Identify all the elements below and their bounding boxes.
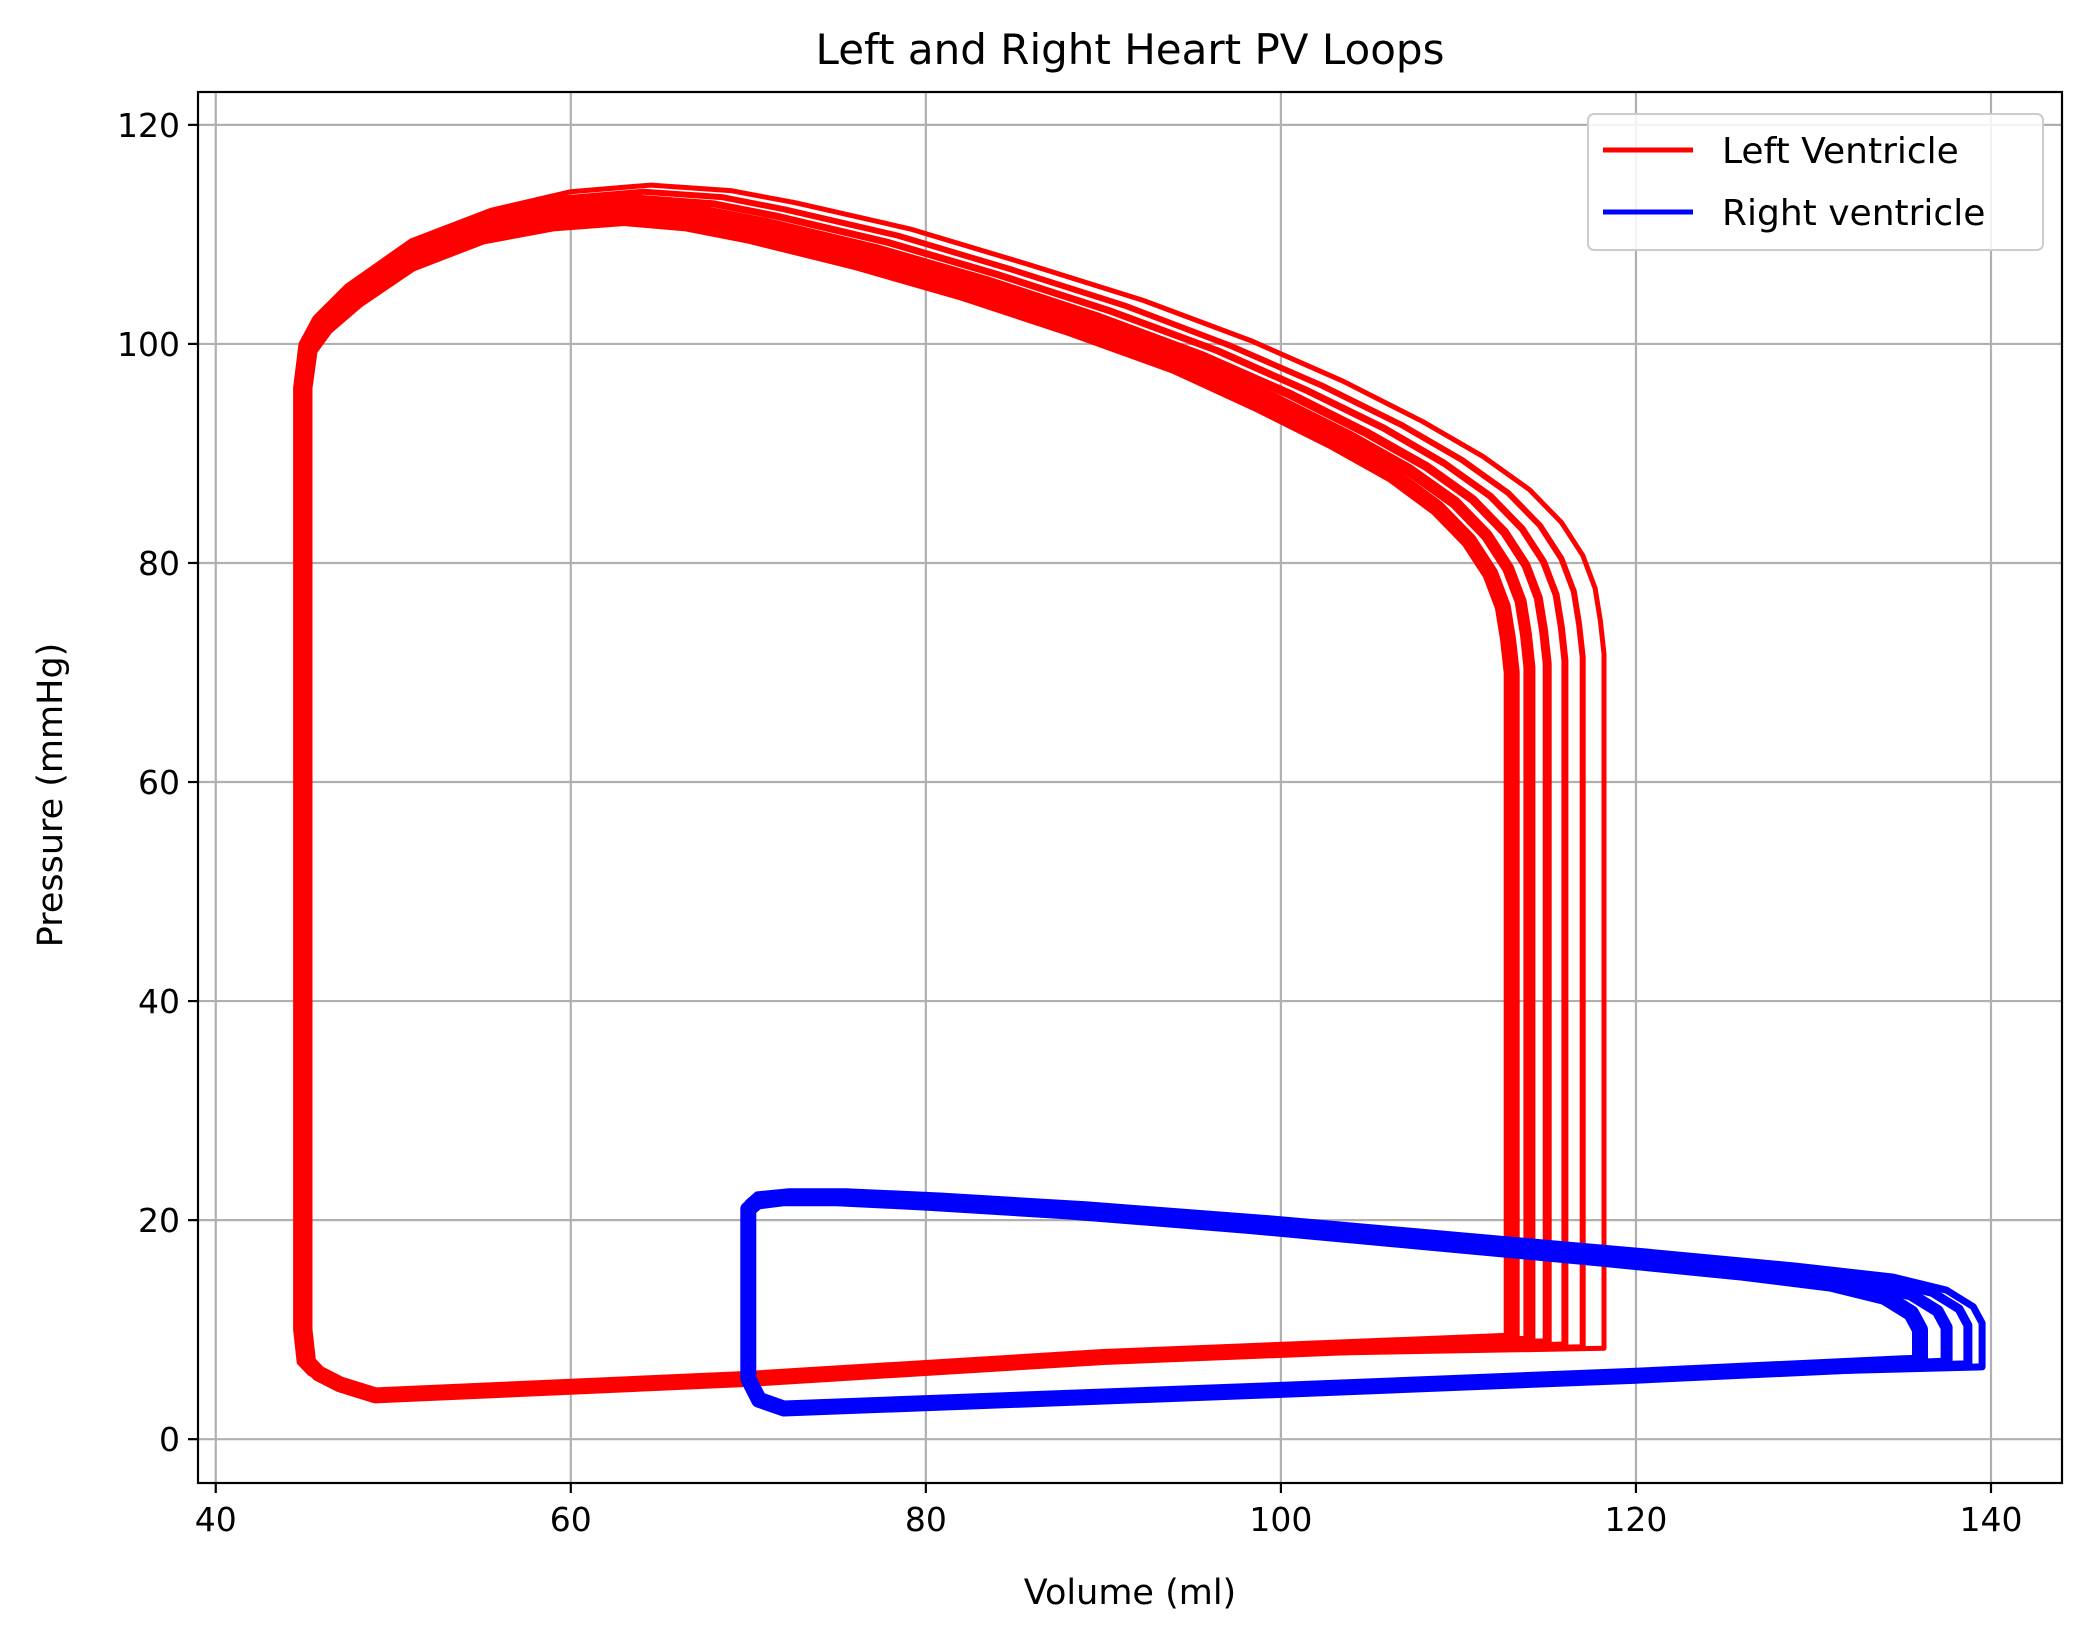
y-tick-label: 80 — [138, 544, 180, 583]
axis-ticks: 40 60 80 100 120 140 0 20 40 60 80 100 120 — [117, 106, 2022, 1539]
x-tick-label: 80 — [905, 1500, 947, 1539]
grid-lines — [198, 92, 2062, 1483]
x-tick-label: 100 — [1249, 1500, 1312, 1539]
y-axis-label: Pressure (mmHg) — [31, 643, 71, 948]
y-tick-label: 20 — [138, 1201, 180, 1240]
series-0 — [293, 182, 1607, 1404]
y-tick-label: 40 — [138, 982, 180, 1021]
x-tick-label: 140 — [1959, 1500, 2022, 1539]
series-1 — [740, 1188, 1986, 1417]
y-tick-label: 100 — [117, 325, 180, 364]
legend-label-left-ventricle: Left Ventricle — [1722, 131, 1959, 172]
pv-loop-line — [293, 182, 1607, 1398]
x-tick-label: 60 — [550, 1500, 592, 1539]
x-tick-label: 40 — [195, 1500, 237, 1539]
y-tick-label: 60 — [138, 763, 180, 802]
chart-title: Left and Right Heart PV Loops — [816, 25, 1445, 74]
plot-frame — [196, 90, 2064, 1485]
legend-box — [1587, 113, 2044, 251]
legend: Left Ventricle Right ventricle — [1587, 113, 2044, 251]
y-tick-label: 0 — [159, 1420, 180, 1459]
series-group — [293, 182, 1986, 1417]
y-tick-label: 120 — [117, 106, 180, 145]
legend-label-right-ventricle: Right ventricle — [1722, 193, 1985, 234]
pv-loop-line — [744, 1188, 1986, 1412]
x-tick-label: 120 — [1604, 1500, 1667, 1539]
x-axis-label: Volume (ml) — [1024, 1573, 1236, 1613]
